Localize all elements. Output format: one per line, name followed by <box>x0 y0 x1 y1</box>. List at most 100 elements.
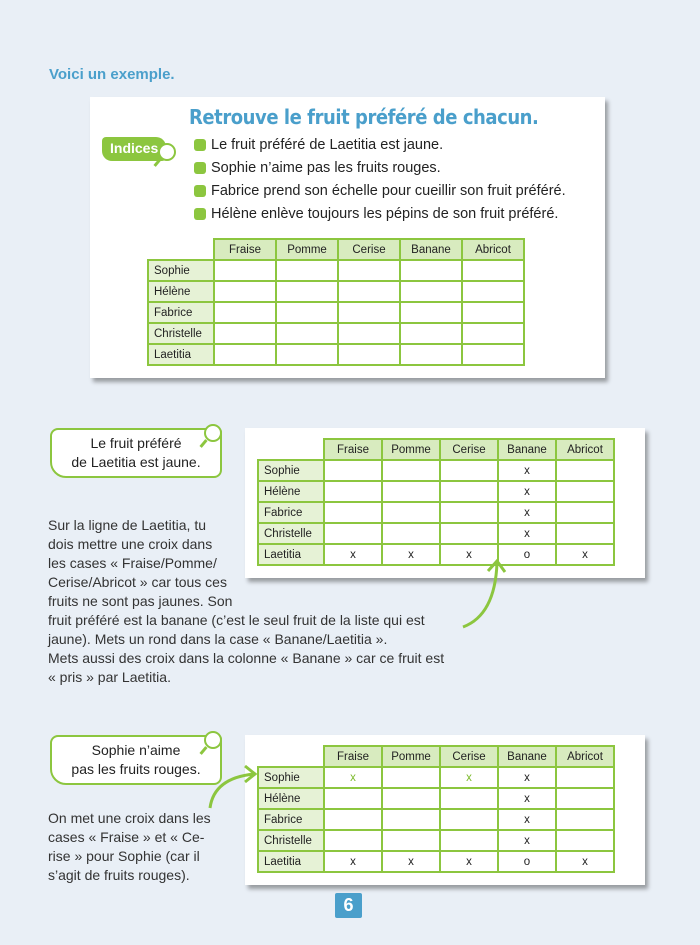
grid-cell[interactable] <box>399 280 463 303</box>
grid-cell[interactable] <box>275 259 339 282</box>
grid-cell[interactable] <box>337 259 401 282</box>
grid-cell[interactable]: x <box>497 501 557 524</box>
grid-cell[interactable] <box>555 522 615 545</box>
grid-cell[interactable] <box>275 322 339 345</box>
grid-cell[interactable]: x <box>439 766 499 789</box>
grid-cell[interactable] <box>337 322 401 345</box>
grid-cell[interactable] <box>399 301 463 324</box>
grid-cell[interactable]: x <box>381 850 441 873</box>
grid-cell[interactable] <box>213 343 277 366</box>
row-header: Hélène <box>257 480 325 503</box>
grid-cell[interactable] <box>399 343 463 366</box>
grid-cell[interactable] <box>439 829 499 852</box>
grid-cell[interactable] <box>555 808 615 831</box>
grid-cell[interactable]: x <box>323 543 383 566</box>
grid-cell[interactable]: x <box>497 829 557 852</box>
grid-cell[interactable] <box>323 480 383 503</box>
magnifier-icon <box>204 731 222 749</box>
grid-cell[interactable] <box>323 501 383 524</box>
grid-cell[interactable]: x <box>381 543 441 566</box>
grid-cell[interactable] <box>381 766 441 789</box>
grid-cell[interactable] <box>381 480 441 503</box>
grid-cell[interactable] <box>461 259 525 282</box>
row-header: Hélène <box>147 280 215 303</box>
grid-cell[interactable]: x <box>497 787 557 810</box>
column-header: Fraise <box>213 238 277 261</box>
text-line: Cerise/Abricot » car tous ces <box>48 574 227 590</box>
text-line: fruits ne sont pas jaunes. Son <box>48 593 233 609</box>
grid-cell[interactable]: x <box>497 766 557 789</box>
table-row: Laetitia x x x o x <box>257 543 615 566</box>
grid-cell[interactable] <box>439 808 499 831</box>
grid-cell[interactable] <box>439 480 499 503</box>
column-header: Banane <box>497 745 557 768</box>
grid-cell[interactable] <box>323 459 383 482</box>
grid-cell[interactable]: o <box>497 850 557 873</box>
grid-cell[interactable]: o <box>497 543 557 566</box>
grid-cell[interactable] <box>213 322 277 345</box>
column-header: Abricot <box>555 438 615 461</box>
clue-text: Sophie n’aime pas les fruits rouges. <box>211 160 441 176</box>
grid-cell[interactable] <box>323 808 383 831</box>
grid-cell[interactable] <box>555 501 615 524</box>
grid-cell[interactable] <box>381 829 441 852</box>
grid-cell[interactable] <box>323 829 383 852</box>
grid-cell[interactable] <box>381 787 441 810</box>
grid-cell[interactable]: x <box>497 459 557 482</box>
grid-cell[interactable] <box>399 322 463 345</box>
text-line: les cases « Fraise/Pomme/ <box>48 555 217 571</box>
grid-cell[interactable] <box>461 301 525 324</box>
grid-cell[interactable] <box>381 808 441 831</box>
row-header: Laetitia <box>257 850 325 873</box>
grid-cell[interactable] <box>555 787 615 810</box>
row-header: Sophie <box>257 766 325 789</box>
grid-cell[interactable] <box>275 343 339 366</box>
grid-cell[interactable] <box>381 459 441 482</box>
grid-cell[interactable] <box>439 459 499 482</box>
bubble-line: pas les fruits rouges. <box>71 761 201 777</box>
grid-cell[interactable] <box>399 259 463 282</box>
grid-cell[interactable]: x <box>497 808 557 831</box>
grid-cell[interactable] <box>381 522 441 545</box>
solution-card-1: Fraise Pomme Cerise Banane Abricot Sophie x Hél… <box>245 428 645 578</box>
text-line: Mets aussi des croix dans la colonne « B… <box>48 650 445 666</box>
grid-cell[interactable] <box>555 829 615 852</box>
grid-cell[interactable] <box>461 280 525 303</box>
indices-badge: Indices <box>102 137 176 161</box>
grid-cell[interactable] <box>461 343 525 366</box>
grid-cell[interactable]: x <box>439 850 499 873</box>
table-row: Fabrice <box>147 301 525 324</box>
grid-cell[interactable]: x <box>555 543 615 566</box>
grid-cell[interactable]: x <box>497 522 557 545</box>
text-line: dois mettre une croix dans <box>48 536 213 552</box>
grid-cell[interactable] <box>213 301 277 324</box>
grid-cell[interactable]: x <box>323 766 383 789</box>
grid-cell[interactable] <box>213 280 277 303</box>
grid-cell[interactable] <box>275 280 339 303</box>
grid-cell[interactable] <box>337 301 401 324</box>
grid-cell[interactable]: x <box>439 543 499 566</box>
table-row: Sophie x <box>257 459 615 482</box>
grid-cell[interactable] <box>439 787 499 810</box>
grid-cell[interactable] <box>213 259 277 282</box>
grid-cell[interactable]: x <box>555 850 615 873</box>
grid-cell[interactable]: x <box>497 480 557 503</box>
grid-cell[interactable] <box>275 301 339 324</box>
header-row: Fraise Pomme Cerise Banane Abricot <box>148 238 525 261</box>
grid-cell[interactable] <box>439 501 499 524</box>
grid-cell[interactable] <box>461 322 525 345</box>
grid-cell[interactable] <box>323 522 383 545</box>
grid-cell[interactable] <box>337 343 401 366</box>
grid-cell[interactable] <box>555 766 615 789</box>
grid-cell[interactable] <box>323 787 383 810</box>
bullet-icon <box>194 162 206 174</box>
explanation-step2: On met une croix dans les cases « Fraise … <box>48 809 211 885</box>
grid-cell[interactable]: x <box>323 850 383 873</box>
text-line: jaune). Mets un rond dans la case « Bana… <box>48 631 388 647</box>
grid-cell[interactable] <box>337 280 401 303</box>
grid-cell[interactable] <box>381 501 441 524</box>
grid-cell[interactable] <box>439 522 499 545</box>
grid-cell[interactable] <box>555 480 615 503</box>
grid-cell[interactable] <box>555 459 615 482</box>
column-header: Banane <box>399 238 463 261</box>
